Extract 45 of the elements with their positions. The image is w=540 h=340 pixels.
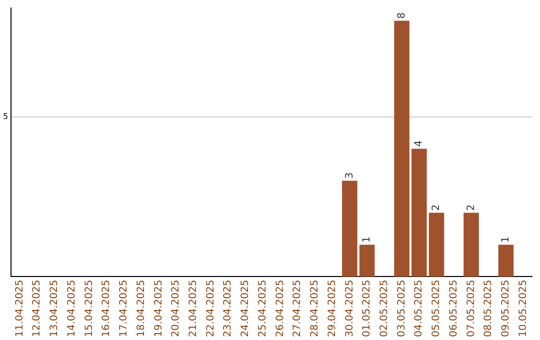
- x-tick-label: 21.04.2025: [188, 280, 199, 338]
- x-tick-label: 25.04.2025: [257, 280, 268, 338]
- x-tick-label: 13.04.2025: [49, 280, 60, 338]
- x-tick-label: 09.05.2025: [500, 280, 512, 338]
- bar: [464, 212, 479, 277]
- x-tick-label: 16.04.2025: [101, 280, 112, 338]
- bar: [394, 20, 410, 277]
- x-tick-label: 04.05.2025: [414, 280, 425, 338]
- x-tick-label: 15.04.2025: [84, 280, 95, 338]
- x-tick-label: 24.04.2025: [240, 280, 252, 338]
- x-tick-label: 18.04.2025: [136, 280, 147, 338]
- data-label: 4: [414, 140, 425, 147]
- data-label: 1: [362, 236, 373, 243]
- x-tick-label: 23.04.2025: [222, 280, 234, 338]
- x-tick-label: 26.04.2025: [274, 280, 286, 338]
- data-label: 8: [396, 12, 408, 19]
- x-tick-label: 06.05.2025: [448, 280, 460, 338]
- x-tick-label: 10.05.2025: [518, 280, 529, 338]
- data-label: 1: [500, 236, 512, 243]
- x-tick-label: 17.04.2025: [118, 280, 130, 338]
- x-tick-label: 11.04.2025: [14, 280, 26, 338]
- data-label: 2: [466, 204, 477, 211]
- bar: [342, 180, 358, 277]
- x-tick-label: 19.04.2025: [153, 280, 164, 338]
- x-tick-label: 22.04.2025: [205, 280, 216, 338]
- x-tick-label: 07.05.2025: [466, 280, 477, 338]
- bar: [411, 148, 427, 277]
- x-tick-label: 27.04.2025: [292, 280, 304, 338]
- x-tick-label: 29.04.2025: [326, 280, 338, 338]
- x-tick-label: 30.04.2025: [344, 280, 356, 338]
- bar: [498, 244, 514, 277]
- data-label: 2: [431, 204, 442, 211]
- x-tick-label: 20.04.2025: [170, 280, 182, 338]
- x-tick-label: 28.04.2025: [310, 280, 321, 338]
- x-tick-label: 05.05.2025: [431, 280, 442, 338]
- bar: [359, 244, 375, 277]
- bar: [428, 212, 444, 277]
- x-tick-label: 08.05.2025: [483, 280, 494, 338]
- x-tick-label: 02.05.2025: [379, 280, 390, 338]
- x-tick-label: 12.04.2025: [32, 280, 43, 338]
- x-tick-label: 01.05.2025: [362, 280, 373, 338]
- x-tick-label: 14.04.2025: [66, 280, 78, 338]
- y-tick-label: 5: [2, 112, 8, 121]
- data-label: 3: [344, 172, 356, 179]
- x-tick-label: 03.05.2025: [396, 280, 408, 338]
